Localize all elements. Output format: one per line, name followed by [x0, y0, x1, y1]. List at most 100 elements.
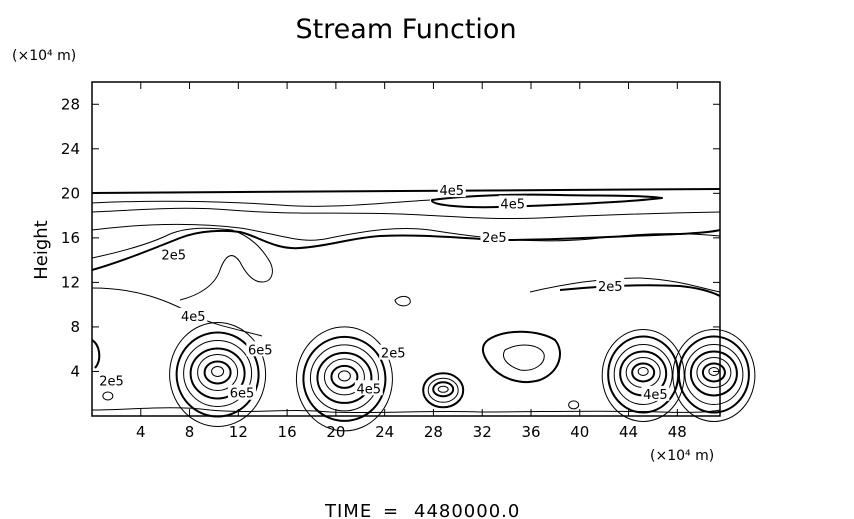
contour-2e5-upper: [91, 229, 721, 271]
contour-ring: [701, 362, 726, 383]
x-tick-label: 16: [278, 423, 297, 441]
contour-right-thick: [559, 284, 721, 297]
contour-ring: [637, 366, 649, 376]
contour-ring: [613, 343, 673, 405]
contour-label-bg: [179, 307, 208, 323]
contour-ring: [295, 326, 393, 432]
contour-upper-thin: [91, 199, 431, 207]
x-tick-label: 28: [424, 423, 443, 441]
contour-label: 2e5: [99, 374, 124, 389]
contour-ring: [189, 347, 246, 400]
time-label: TIME: [324, 501, 372, 519]
x-tick-label: 44: [619, 423, 638, 441]
contour-label-bg: [227, 384, 256, 400]
contour-label: 6e5: [248, 343, 273, 358]
contour-label-bg: [246, 341, 275, 357]
contour-ring: [422, 372, 465, 409]
contour-cells: [102, 321, 756, 432]
contour-label-bg: [596, 277, 625, 293]
contour-ring: [302, 335, 387, 422]
contour-ring: [631, 362, 656, 383]
contour-upper-band: [430, 193, 663, 209]
contour-label-bg: [354, 380, 383, 396]
contour-left-edge: [91, 339, 101, 369]
contour-label-bg: [97, 372, 126, 388]
contour-ring: [330, 364, 359, 389]
y-tick-label: 24: [61, 140, 80, 158]
contour-label: 4e5: [357, 382, 382, 397]
contour-mid-thin: [91, 287, 263, 337]
contour-ring: [203, 360, 232, 385]
y-axis-label: Height: [31, 220, 52, 280]
contour-left-thin: [91, 227, 273, 301]
contour-ring: [183, 339, 253, 407]
contour-ring: [197, 353, 239, 391]
y-tick-label: 16: [61, 229, 80, 247]
contour-right-thin: [529, 277, 721, 293]
contour-ring: [169, 321, 267, 427]
contour-label: 6e5: [230, 387, 255, 402]
contour-ring: [568, 400, 580, 410]
x-tick-label: 24: [375, 423, 394, 441]
contour-label: 2e5: [381, 347, 406, 362]
axis-ticks: [92, 82, 720, 416]
contour-lines: [91, 188, 721, 414]
contour-ring: [689, 350, 738, 397]
x-tick-label: 40: [570, 423, 589, 441]
contour-ring: [672, 328, 756, 422]
contour-bottom-band: [91, 407, 721, 414]
contour-blob-center: [394, 295, 411, 307]
contour-ring: [432, 381, 455, 398]
plot-frame: [91, 81, 721, 417]
contour-label: 2e5: [161, 249, 186, 264]
contour-label-bg: [159, 246, 188, 262]
contour-ring: [696, 356, 732, 388]
y-tick-label: 8: [70, 318, 80, 336]
contour-ring: [601, 328, 685, 422]
contour-ring: [211, 365, 225, 377]
contour-label: 2e5: [598, 280, 623, 295]
x-tick-label: 48: [668, 423, 687, 441]
contour-upper-thick: [91, 188, 721, 194]
contour-blob-right: [482, 330, 561, 384]
contour-label-bg: [641, 385, 670, 401]
y-tick-label: 20: [61, 184, 80, 202]
contour-label-bg: [480, 228, 509, 244]
chart-title: Stream Function: [295, 14, 516, 45]
contour-ring: [427, 377, 459, 403]
contour-upper-thin-2: [91, 207, 721, 220]
x-tick-label: 4: [136, 423, 146, 441]
contour-label-bg: [437, 182, 466, 198]
time-equals: =: [383, 501, 399, 519]
contour-ring: [437, 385, 449, 393]
contour-ring: [337, 370, 351, 382]
contour-label-bg: [379, 344, 408, 360]
contour-blob-right-inner: [503, 344, 545, 371]
contour-ring: [323, 358, 365, 396]
contour-ring: [102, 391, 114, 401]
x-tick-label: 36: [521, 423, 540, 441]
y-tick-label: 28: [61, 95, 80, 113]
contour-ring: [309, 344, 379, 412]
contour-label: 4e5: [439, 184, 464, 199]
contour-upper-thin-3: [91, 223, 721, 242]
contour-label: 4e5: [181, 310, 206, 325]
contour-ring: [677, 335, 750, 414]
contour-label: 2e5: [482, 231, 507, 246]
x-tick-label: 12: [229, 423, 248, 441]
time-value: 4480000.0: [414, 501, 520, 519]
contour-label: 4e5: [643, 388, 668, 403]
contour-ring: [316, 351, 373, 404]
contour-label: 4e5: [500, 197, 525, 212]
y-tick-label: 12: [61, 273, 80, 291]
y-tick-label: 4: [70, 362, 80, 380]
contour-ring: [684, 343, 744, 405]
x-axis-unit: (×10⁴ m): [650, 448, 714, 464]
x-tick-label: 32: [473, 423, 492, 441]
y-axis-unit: (×10⁴ m): [12, 48, 76, 64]
x-tick-label: 20: [326, 423, 345, 441]
x-tick-label: 8: [185, 423, 195, 441]
contour-labels: 4e5 4e5 2e5 2e5 2e5 4e5 6e5 6e5 2e5 2e5 4e5 4e5: [97, 182, 670, 403]
